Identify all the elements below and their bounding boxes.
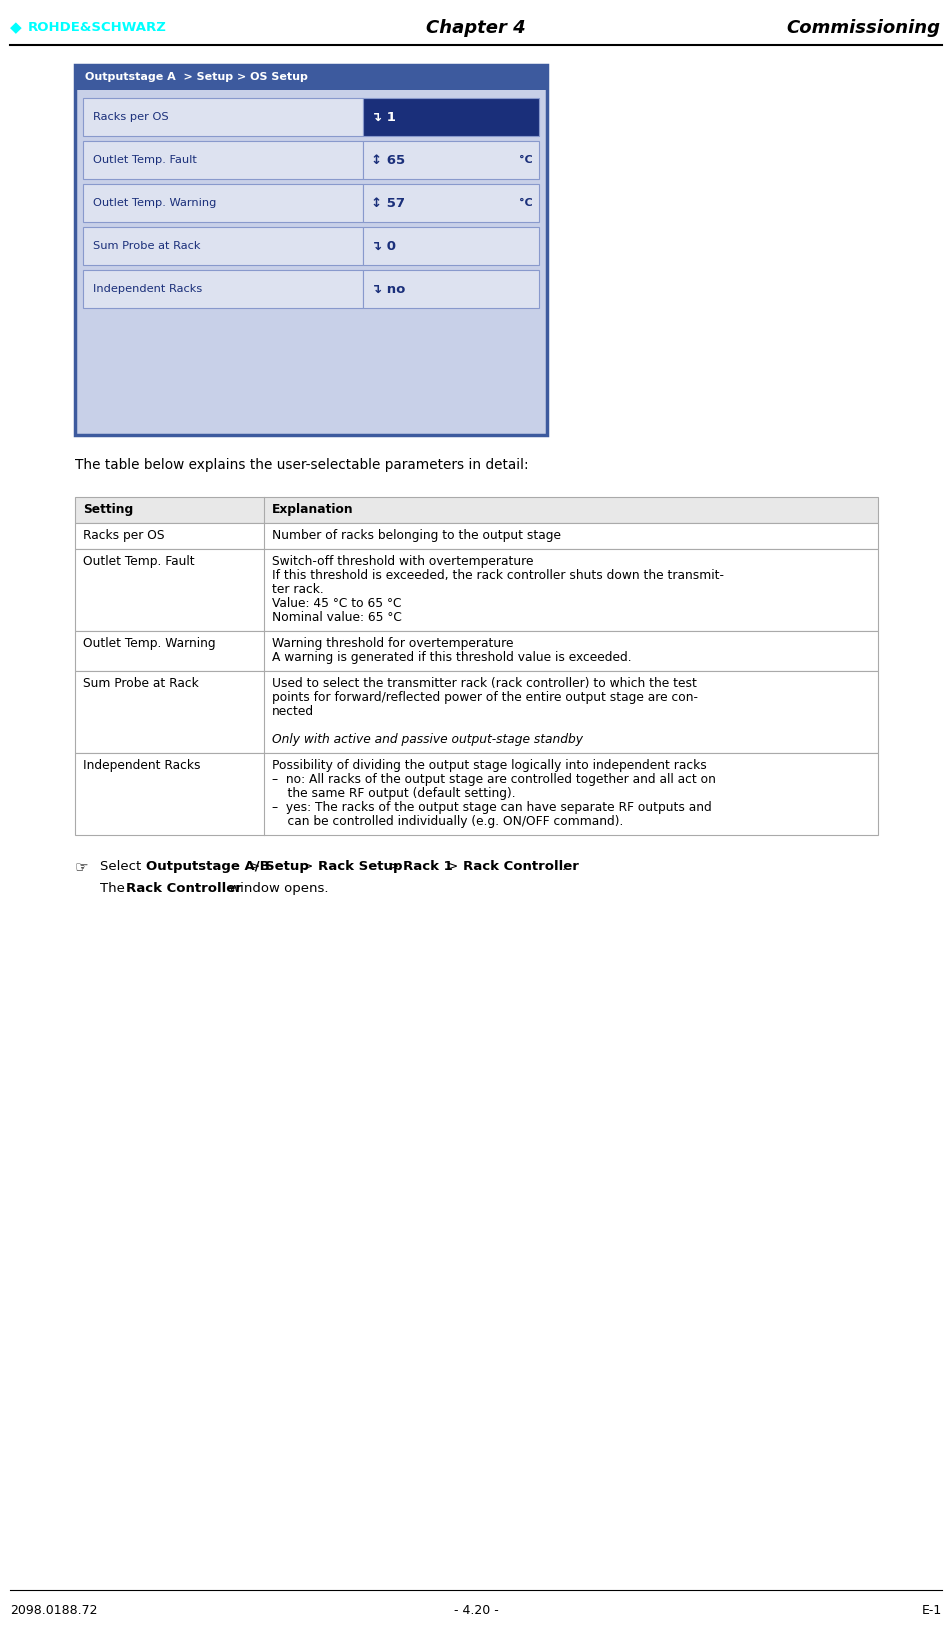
Text: Only with active and passive output-stage standby: Only with active and passive output-stag… — [271, 733, 583, 746]
Text: Warning threshold for overtemperature: Warning threshold for overtemperature — [271, 637, 513, 650]
Text: Commissioning: Commissioning — [786, 20, 940, 37]
Text: Setup: Setup — [265, 860, 308, 873]
Bar — [83, 98, 364, 135]
Text: Racks per OS: Racks per OS — [93, 112, 169, 122]
Bar — [364, 142, 539, 179]
Bar — [364, 270, 539, 308]
Text: Possibility of dividing the output stage logically into independent racks: Possibility of dividing the output stage… — [271, 759, 706, 772]
Text: Value: 45 °C to 65 °C: Value: 45 °C to 65 °C — [271, 596, 401, 609]
Text: .: . — [562, 860, 565, 873]
Bar — [75, 65, 547, 90]
Text: Outputstage A/B: Outputstage A/B — [147, 860, 270, 873]
Text: Chapter 4: Chapter 4 — [426, 20, 526, 37]
Text: ter rack.: ter rack. — [271, 583, 324, 596]
Text: >: > — [245, 860, 265, 873]
Text: ☞: ☞ — [75, 860, 89, 875]
Text: Rack Controller: Rack Controller — [463, 860, 579, 873]
Text: If this threshold is exceeded, the rack controller shuts down the transmit-: If this threshold is exceeded, the rack … — [271, 569, 724, 582]
Bar — [83, 142, 364, 179]
Text: Sum Probe at Rack: Sum Probe at Rack — [83, 678, 199, 691]
Text: Switch-off threshold with overtemperature: Switch-off threshold with overtemperatur… — [271, 555, 533, 569]
Text: Outputstage A  > Setup > OS Setup: Outputstage A > Setup > OS Setup — [85, 73, 307, 83]
Text: nected: nected — [271, 705, 314, 718]
Text: °C: °C — [519, 155, 533, 165]
Text: –  yes: The racks of the output stage can have separate RF outputs and: – yes: The racks of the output stage can… — [271, 801, 711, 814]
Text: Outlet Temp. Fault: Outlet Temp. Fault — [93, 155, 197, 165]
Text: Rack 1: Rack 1 — [404, 860, 453, 873]
Text: ↕ 65: ↕ 65 — [371, 153, 406, 166]
Text: Used to select the transmitter rack (rack controller) to which the test: Used to select the transmitter rack (rac… — [271, 678, 697, 691]
Text: E-1: E-1 — [922, 1603, 942, 1616]
Text: Outlet Temp. Warning: Outlet Temp. Warning — [83, 637, 215, 650]
Bar — [75, 630, 878, 671]
Bar — [75, 753, 878, 836]
Text: °C: °C — [519, 199, 533, 209]
Text: ROHDE&SCHWARZ: ROHDE&SCHWARZ — [28, 21, 167, 34]
Text: –  no: All racks of the output stage are controlled together and all act on: – no: All racks of the output stage are … — [271, 774, 716, 787]
Text: can be controlled individually (e.g. ON/OFF command).: can be controlled individually (e.g. ON/… — [271, 814, 623, 828]
Text: ↕ 57: ↕ 57 — [371, 197, 406, 210]
Text: Independent Racks: Independent Racks — [93, 283, 202, 293]
Text: 2098.0188.72: 2098.0188.72 — [10, 1603, 97, 1616]
Text: Explanation: Explanation — [271, 503, 353, 516]
Text: the same RF output (default setting).: the same RF output (default setting). — [271, 787, 515, 800]
Bar — [75, 497, 878, 523]
Bar — [75, 671, 878, 753]
Bar — [364, 226, 539, 266]
Text: Number of racks belonging to the output stage: Number of racks belonging to the output … — [271, 529, 561, 542]
Text: Outlet Temp. Warning: Outlet Temp. Warning — [93, 199, 216, 209]
Text: points for forward/reflected power of the entire output stage are con-: points for forward/reflected power of th… — [271, 691, 698, 704]
Text: The table below explains the user-selectable parameters in detail:: The table below explains the user-select… — [75, 458, 528, 472]
Text: Racks per OS: Racks per OS — [83, 529, 165, 542]
Text: Sum Probe at Rack: Sum Probe at Rack — [93, 241, 201, 251]
Bar — [83, 270, 364, 308]
Text: ◆: ◆ — [10, 21, 22, 36]
Text: Nominal value: 65 °C: Nominal value: 65 °C — [271, 611, 402, 624]
Text: A warning is generated if this threshold value is exceeded.: A warning is generated if this threshold… — [271, 652, 631, 665]
Text: >: > — [298, 860, 318, 873]
Bar — [83, 226, 364, 266]
Bar — [75, 549, 878, 630]
Text: - 4.20 -: - 4.20 - — [453, 1603, 499, 1616]
Text: Select: Select — [100, 860, 146, 873]
Bar — [83, 184, 364, 222]
Text: Setting: Setting — [83, 503, 133, 516]
Text: >: > — [443, 860, 463, 873]
Bar — [364, 184, 539, 222]
Text: Independent Racks: Independent Racks — [83, 759, 201, 772]
Text: Rack Controller: Rack Controller — [127, 881, 242, 894]
Bar — [75, 65, 547, 435]
Text: >: > — [384, 860, 404, 873]
Text: ↴ 0: ↴ 0 — [371, 239, 396, 252]
Text: The: The — [100, 881, 129, 894]
Text: ↴ no: ↴ no — [371, 282, 406, 295]
Text: window opens.: window opens. — [226, 881, 328, 894]
Bar — [75, 523, 878, 549]
Text: Rack Setup: Rack Setup — [318, 860, 402, 873]
Bar — [364, 98, 539, 135]
Text: Outlet Temp. Fault: Outlet Temp. Fault — [83, 555, 194, 569]
Text: ↴ 1: ↴ 1 — [371, 111, 396, 124]
